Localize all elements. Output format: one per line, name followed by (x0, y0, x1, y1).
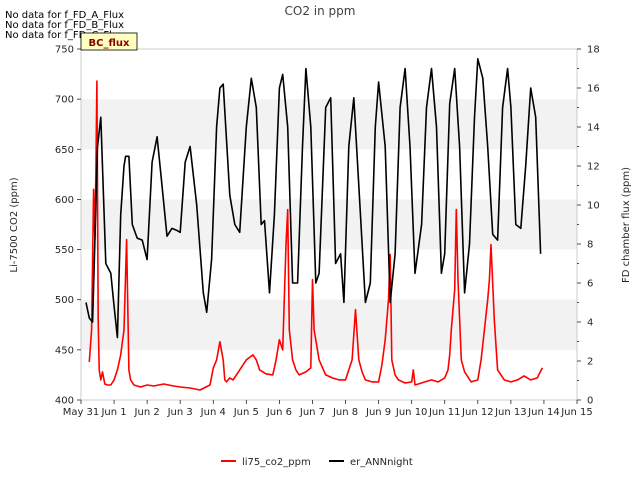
bc-flux-badge-label: BC_flux (89, 38, 130, 49)
y-right-tick-label: 16 (587, 84, 600, 95)
y-left-tick-label: 450 (55, 345, 74, 356)
x-tick-label: Jun 11 (428, 407, 461, 418)
x-tick-label: Jun 9 (365, 407, 391, 418)
series-line-li75_co2_ppm (88, 80, 544, 391)
y-axis-right-title: FD chamber flux (ppm) (621, 167, 632, 283)
x-tick-label: Jun 3 (167, 407, 193, 418)
x-tick-label: Jun 12 (461, 407, 494, 418)
y-left-tick-label: 500 (55, 295, 74, 306)
y-right-tick-label: 4 (587, 318, 593, 329)
no-data-note-a: No data for f_FD_A_Flux (5, 10, 124, 21)
bc-flux-badge: BC_flux (80, 32, 138, 51)
y-axis-left: 400 450 500 550 600 650 700 750 (55, 45, 81, 407)
y-right-tick-label: 6 (587, 279, 593, 290)
y-left-tick-label: 650 (55, 145, 74, 156)
x-tick-label: Jun 10 (395, 407, 428, 418)
bc-flux-badge-box (80, 32, 138, 51)
x-tick-label: Jun 4 (200, 407, 226, 418)
legend-label-er-annnight: er_ANNnight (350, 457, 413, 468)
no-data-note-b: No data for f_FD_B_Flux (5, 20, 124, 31)
x-axis: May 31 Jun 1 Jun 2 Jun 3 Jun 4 Jun 5 Jun 6 Jun … (63, 400, 593, 418)
x-tick-label: Jun 13 (494, 407, 527, 418)
grid-band (81, 199, 577, 250)
series-line-er_ANNnight (85, 57, 542, 339)
y-right-tick-label: 2 (587, 357, 593, 368)
y-right-tick-label: 14 (587, 123, 600, 134)
y-right-tick-label: 10 (587, 201, 600, 212)
grid-band (81, 299, 577, 350)
legend-label-li75: li75_co2_ppm (242, 457, 311, 468)
chart-title: CO2 in ppm (285, 4, 356, 18)
x-tick-label: Jun 15 (560, 407, 593, 418)
x-tick-label: Jun 1 (100, 407, 126, 418)
y-right-tick-label: 0 (587, 396, 593, 407)
grid-bands (81, 99, 577, 350)
series-layer (85, 57, 544, 391)
y-axis-left-title: Li-7500 CO2 (ppm) (9, 177, 20, 272)
x-tick-label: Jun 7 (299, 407, 325, 418)
x-tick-label: Jun 6 (266, 407, 292, 418)
grid-band (81, 99, 577, 150)
no-data-note-c: No data for f_FD_C_Flux (5, 30, 124, 41)
y-left-tick-label: 750 (55, 45, 74, 56)
x-tick-label: Jun 8 (332, 407, 358, 418)
y-left-tick-label: 600 (55, 195, 74, 206)
y-left-tick-label: 700 (55, 95, 74, 106)
legend: li75_co2_ppm er_ANNnight (221, 457, 413, 468)
y-right-tick-label: 12 (587, 162, 600, 173)
y-left-tick-label: 400 (55, 396, 74, 407)
y-right-tick-label: 8 (587, 240, 593, 251)
x-tick-label: May 31 (63, 407, 100, 418)
x-tick-label: Jun 14 (527, 407, 560, 418)
x-tick-label: Jun 5 (233, 407, 259, 418)
y-left-tick-label: 550 (55, 245, 74, 256)
x-tick-label: Jun 2 (134, 407, 160, 418)
y-right-tick-label: 18 (587, 45, 600, 56)
y-axis-right: 0 2 4 6 8 10 12 14 16 18 (577, 45, 600, 407)
